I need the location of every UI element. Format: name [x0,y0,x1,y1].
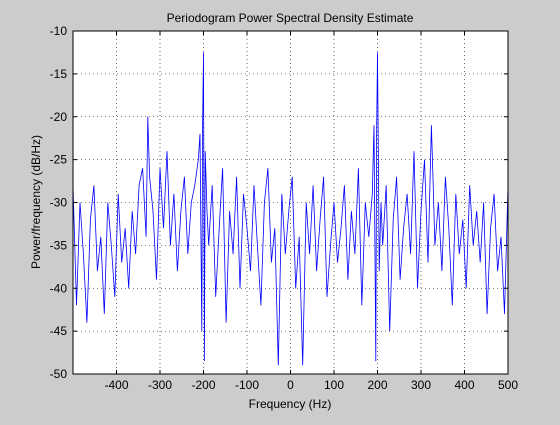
grid-lines [73,31,508,374]
y-tick-label: -30 [50,196,68,210]
y-tick-label: -15 [50,67,68,81]
x-tick-label: 300 [411,378,431,392]
x-tick-label: 100 [324,378,344,392]
x-tick-label: 200 [367,378,387,392]
psd-series-line [72,52,509,366]
y-tick-label: -25 [50,153,68,167]
x-tick-label: -400 [104,378,128,392]
y-tick-label: -45 [50,324,68,338]
y-tick-label: -20 [50,110,68,124]
axis-ticks: -400 -300 -200 -100 0 100 200 300 400 500 -10 -15 -2… [50,24,519,392]
x-axis-label: Frequency (Hz) [249,397,332,411]
x-tick-label: 500 [498,378,518,392]
y-tick-label: -40 [50,281,68,295]
x-tick-label: -100 [235,378,259,392]
y-tick-label: -10 [50,24,68,38]
x-tick-label: 0 [287,378,294,392]
x-tick-label: 400 [454,378,474,392]
x-tick-label: -200 [191,378,215,392]
chart-title: Periodogram Power Spectral Density Estim… [167,11,414,25]
y-axis-label: Power/frequency (dB/Hz) [29,135,43,269]
y-tick-label: -35 [50,238,68,252]
x-tick-label: -300 [148,378,172,392]
y-tick-label: -50 [50,367,68,381]
